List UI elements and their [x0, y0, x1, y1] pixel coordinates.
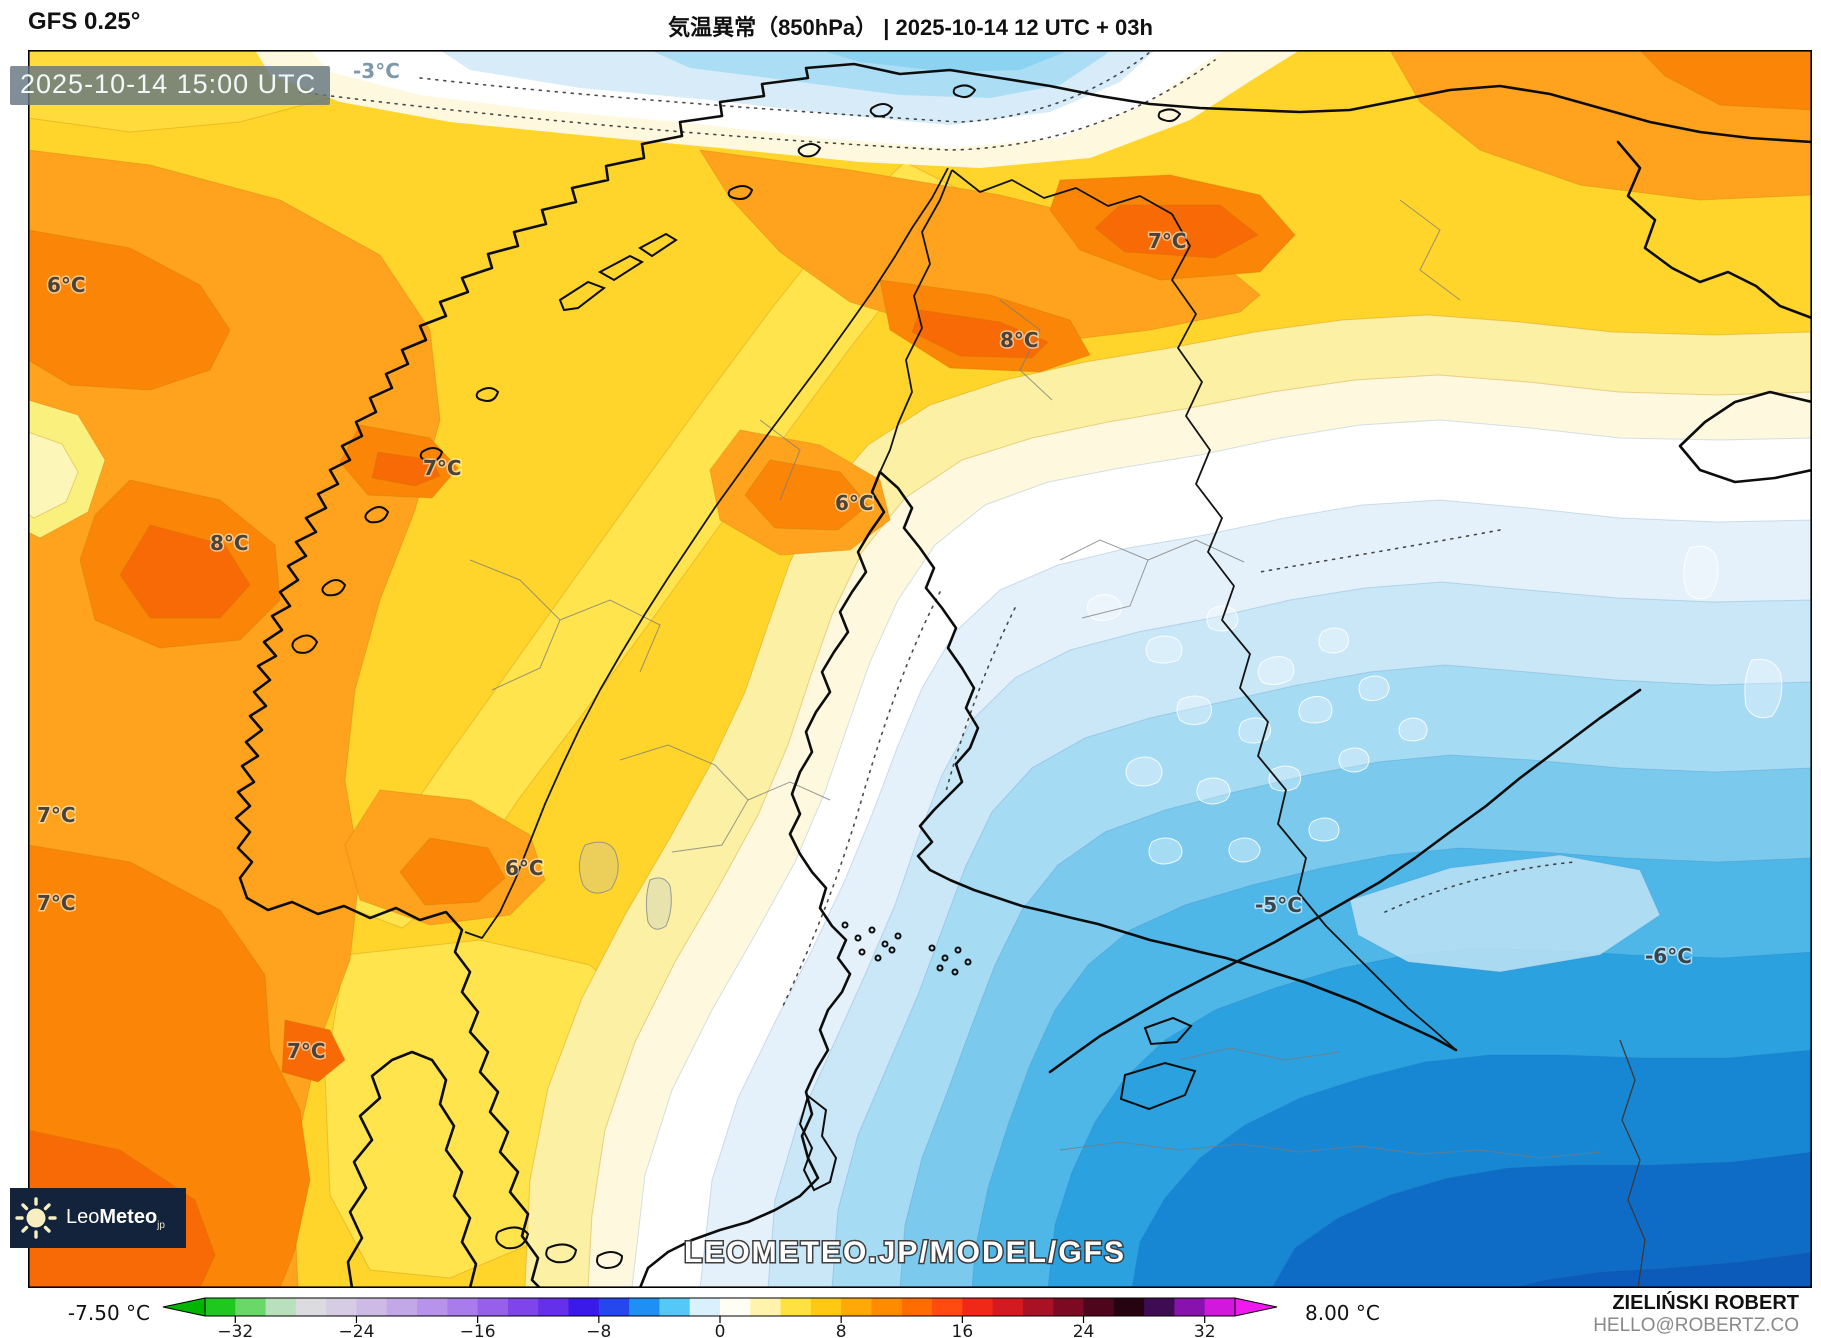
colorbar-min-label: -7.50 °C: [68, 1301, 150, 1325]
temp-label: 7°C: [423, 456, 462, 480]
map-frame: [28, 50, 1812, 1288]
country-borders: [464, 167, 1646, 1288]
svg-text:16: 16: [952, 1322, 974, 1338]
colorbar: −32 −24 −16 −8 0 8 16 24 32 -7.50 °C 8.00 °C: [0, 1288, 1821, 1338]
border-finland-russia: [1171, 213, 1457, 1051]
temp-label: 6°C: [47, 273, 86, 297]
cold-tongue-top: [255, 50, 1300, 168]
model-label: GFS 0.25°: [28, 8, 141, 35]
temp-label: 8°C: [210, 531, 249, 555]
temp-label: -6°C: [1645, 944, 1692, 968]
border-norway-finland: [951, 169, 1173, 215]
temp-label: 6°C: [835, 491, 874, 515]
logo-prefix: Leo: [66, 1205, 100, 1228]
timestamp-badge: 2025-10-14 15:00 UTC: [10, 66, 331, 105]
admin-borders: [469, 199, 1601, 1159]
temp-label: 7°C: [37, 891, 76, 915]
lakes: [1086, 545, 1783, 865]
islands: [291, 84, 1197, 1270]
coast-finland: [878, 470, 1458, 1052]
svg-text:−32: −32: [217, 1322, 253, 1338]
temp-label: 7°C: [287, 1039, 326, 1063]
svg-text:−16: −16: [460, 1322, 496, 1338]
svg-text:−8: −8: [586, 1322, 611, 1338]
dotted-contours: [299, 51, 1576, 1009]
temp-label: -3°C: [353, 59, 400, 83]
watermark: LEOMETEO.JP/MODEL/GFS: [684, 1236, 1126, 1269]
svg-text:32: 32: [1194, 1322, 1216, 1338]
svg-text:−24: −24: [339, 1322, 375, 1338]
logo-suffix: jp: [157, 1219, 165, 1231]
temperature-labels: -3°C 6°C 7°C 8°C 7°C 7°C 7°C 6°C 6°C 8°C 7°C -5°C -6…: [36, 58, 1694, 1065]
border-baltic-russia: [1619, 1039, 1646, 1288]
svg-text:0: 0: [715, 1322, 726, 1338]
colorbar-max-label: 8.00 °C: [1305, 1301, 1380, 1325]
coast-sweden-east: [638, 470, 886, 1288]
page-title: 気温異常（850hPa） | 2025-10-14 12 UTC + 03h: [668, 15, 1153, 40]
logo-text: LeoMeteojp: [66, 1206, 165, 1231]
temp-label: 7°C: [1148, 229, 1187, 253]
coastlines: [234, 62, 1812, 1288]
svg-text:8: 8: [836, 1322, 847, 1338]
border-norway-sweden: [464, 167, 949, 939]
leometeo-logo: LeoMeteojp: [10, 1188, 186, 1248]
colorbar-right-arrow: [1234, 1297, 1278, 1317]
svg-text:24: 24: [1073, 1322, 1095, 1338]
coast-south-scandinavia: [245, 896, 542, 1288]
sun-icon: [15, 1197, 57, 1239]
logo-bold: Meteo: [99, 1205, 158, 1228]
colorbar-left-arrow: [162, 1297, 206, 1317]
border-sweden-finland: [879, 169, 953, 473]
temp-label: 8°C: [1000, 328, 1039, 352]
coast-kola-whitesea: [1616, 140, 1812, 320]
anomaly-map: -3°C 6°C 7°C 8°C 7°C 7°C 7°C 6°C 6°C 8°C 7°C -5°C -6…: [28, 50, 1812, 1288]
temp-label: 7°C: [37, 803, 76, 827]
cold-field: [631, 419, 1812, 1288]
temp-label: 6°C: [505, 856, 544, 880]
coast-whitesea-south: [1678, 390, 1812, 484]
contact-email: HELLO@ROBERTZ.CO: [1593, 1315, 1799, 1336]
colorbar-segments: [205, 1298, 1236, 1316]
author-credit: ZIELIŃSKI ROBERT: [1612, 1292, 1799, 1314]
coast-norway: [234, 62, 1812, 900]
lakes-sweden: [579, 841, 672, 930]
temp-label: -5°C: [1255, 893, 1302, 917]
colorbar-ticks: −32 −24 −16 −8 0 8 16 24 32: [217, 1316, 1216, 1338]
coast-estonia: [1048, 688, 1642, 1074]
coast-denmark: [346, 1050, 478, 1288]
